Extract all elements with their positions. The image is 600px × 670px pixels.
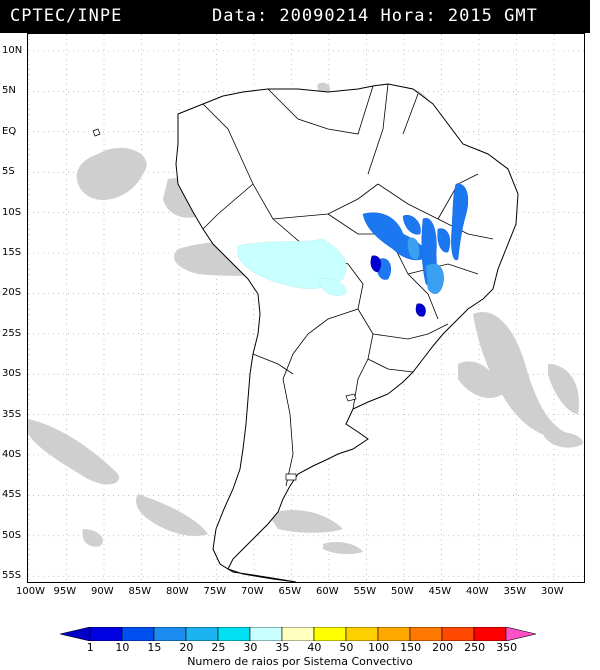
colorbar-segment	[473, 627, 507, 641]
lon-label: 50W	[391, 586, 414, 597]
lon-label: 70W	[241, 586, 264, 597]
lon-label: 90W	[91, 586, 114, 597]
colorbar-segment	[153, 627, 187, 641]
coastline	[175, 83, 519, 582]
colorbar-label: 20	[179, 641, 194, 654]
lon-label: 85W	[128, 586, 152, 597]
colorbar-arrow-left	[60, 627, 91, 641]
lat-label: 10N	[2, 45, 23, 56]
colorbar-label: 25	[211, 641, 226, 654]
colorbar-label: 200	[432, 641, 454, 654]
lat-label: 30S	[2, 368, 22, 380]
lat-label: 50S	[2, 529, 22, 541]
colorbar-label: 15	[147, 641, 162, 654]
colorbar-segment	[409, 627, 443, 641]
lat-label: 15S	[2, 247, 22, 258]
colorbar-label: 40	[307, 641, 322, 654]
colorbar-label: 350	[496, 641, 518, 654]
lightning-darkblue	[370, 255, 426, 317]
lon-label: 65W	[278, 586, 302, 597]
lat-label: 45S	[2, 489, 22, 501]
lat-label: 40S	[2, 449, 22, 460]
lon-label: 80W	[166, 586, 189, 597]
colorbar-segment	[441, 627, 475, 641]
colorbar-segment	[121, 627, 155, 641]
source-label: CPTEC/INPE	[10, 6, 123, 26]
colorbar-label: 50	[339, 641, 354, 654]
lightning-cyan	[237, 238, 347, 296]
lon-label: 75W	[203, 586, 227, 597]
header-bar: CPTEC/INPE Data: 20090214 Hora: 2015 GMT	[0, 0, 590, 33]
colorbar-segment	[313, 627, 347, 641]
lon-label: 95W	[53, 586, 77, 597]
colorbar-arrow-right	[505, 627, 537, 641]
country-borders	[202, 83, 494, 487]
colorbar-segment	[185, 627, 219, 641]
legend-title: Numero de raios por Sistema Convectivo	[187, 655, 413, 668]
colorbar-label: 100	[368, 641, 390, 654]
lat-label: 55S	[2, 570, 22, 582]
legend-colorbar	[60, 627, 537, 641]
colorbar-segment	[249, 627, 283, 641]
colorbar-label: 150	[400, 641, 422, 654]
lat-label: EQ	[2, 125, 17, 137]
islands	[92, 128, 357, 481]
lat-label: 10S	[2, 206, 22, 218]
colorbar-label: 10	[115, 641, 130, 654]
colorbar-label: 30	[243, 641, 258, 654]
lon-label: 100W	[16, 586, 45, 597]
lon-label: 40W	[466, 586, 489, 597]
date-time-label: Data: 20090214 Hora: 2015 GMT	[212, 6, 538, 26]
colorbar-segment	[377, 627, 411, 641]
lat-label: 5S	[2, 166, 15, 178]
lon-label: 30W	[541, 586, 564, 597]
colorbar-segment	[345, 627, 379, 641]
lat-label: 20S	[2, 287, 22, 299]
colorbar-label: 35	[275, 641, 290, 654]
lat-label: 35S	[2, 408, 22, 420]
colorbar-label: 250	[464, 641, 486, 654]
lat-label: 25S	[2, 327, 22, 339]
map-frame	[27, 33, 585, 583]
colorbar-label: 1	[86, 641, 94, 654]
lon-label: 55W	[353, 586, 377, 597]
lon-label: 35W	[503, 586, 527, 597]
lightning-lightblue	[407, 237, 444, 294]
colorbar-segment	[281, 627, 315, 641]
lon-label: 45W	[428, 586, 452, 597]
map-canvas	[28, 34, 584, 582]
colorbar-segment	[217, 627, 251, 641]
colorbar-segment	[89, 627, 123, 641]
lon-label: 60W	[316, 586, 339, 597]
lat-label: 5N	[2, 85, 16, 97]
